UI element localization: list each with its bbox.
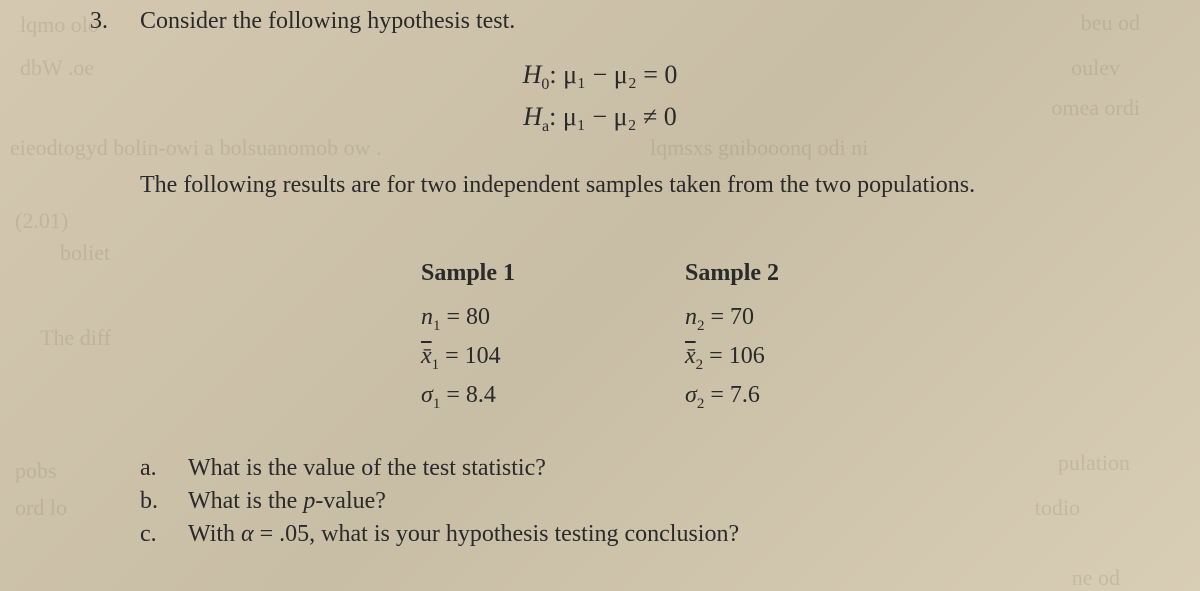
sample-1-sigma: σ1 = 8.4 — [421, 377, 515, 416]
question-number: 3. — [90, 8, 108, 35]
sample-1-column: Sample 1 n1 = 80 x̄1 = 104 σ1 = 8.4 — [421, 260, 515, 416]
ghost-text: lqmo olo — [20, 12, 99, 38]
question-parts: a. What is the value of the test statist… — [140, 455, 739, 554]
n1-symbol: n — [421, 304, 433, 330]
sigma1-symbol: σ — [421, 382, 433, 408]
n2-sub: 2 — [697, 318, 705, 334]
alt-hypothesis: Ha: μ₁ − μ₂ ≠ 0 — [0, 97, 1200, 139]
sigma1-value: = 8.4 — [440, 382, 496, 408]
sample-1-mean: x̄1 = 104 — [421, 338, 515, 377]
samples-container: Sample 1 n1 = 80 x̄1 = 104 σ1 = 8.4 Samp… — [0, 260, 1200, 416]
n2-symbol: n — [685, 304, 697, 330]
question-stem: Consider the following hypothesis test. — [140, 8, 515, 35]
xbar2-value: = 106 — [703, 343, 765, 369]
xbar1-value: = 104 — [439, 343, 501, 369]
ghost-text: pobs — [15, 458, 57, 484]
xbar2-symbol: x̄ — [685, 343, 696, 369]
part-b-prefix: What is the — [188, 488, 303, 514]
ha-expression: : μ₁ − μ₂ ≠ 0 — [549, 102, 677, 131]
results-sentence: The following results are for two indepe… — [140, 172, 975, 199]
n2-value: = 70 — [705, 304, 755, 330]
part-b: b. What is the p-value? — [140, 488, 739, 515]
part-b-label: b. — [140, 488, 188, 515]
sample-2-column: Sample 2 n2 = 70 x̄2 = 106 σ2 = 7.6 — [685, 260, 779, 416]
part-a-text: What is the value of the test statistic? — [188, 455, 546, 482]
part-c-prefix: With — [188, 521, 241, 547]
ghost-text: pulation — [1058, 450, 1130, 476]
ghost-text: todio — [1035, 495, 1080, 521]
n1-value: = 80 — [440, 304, 490, 330]
sample-2-mean: x̄2 = 106 — [685, 338, 779, 377]
part-b-suffix: -value? — [315, 488, 386, 514]
part-c-suffix: = .05, what is your hypothesis testing c… — [254, 521, 739, 547]
h0-expression: : μ₁ − μ₂ = 0 — [549, 60, 677, 89]
sample-2-header: Sample 2 — [685, 260, 779, 287]
ghost-text: ne od — [1072, 565, 1120, 591]
sigma2-value: = 7.6 — [704, 382, 760, 408]
part-c-text: With α = .05, what is your hypothesis te… — [188, 521, 739, 548]
part-c: c. With α = .05, what is your hypothesis… — [140, 521, 739, 548]
sample-1-header: Sample 1 — [421, 260, 515, 287]
sample-1-n: n1 = 80 — [421, 299, 515, 338]
part-a-label: a. — [140, 455, 188, 482]
p-italic: p — [303, 488, 315, 514]
ghost-text: beu od — [1081, 10, 1140, 36]
part-b-text: What is the p-value? — [188, 488, 386, 515]
part-a: a. What is the value of the test statist… — [140, 455, 739, 482]
page: lqmo olo beu od dbW .oe oulev omea ordi … — [0, 0, 1200, 591]
null-hypothesis: H0: μ₁ − μ₂ = 0 — [0, 55, 1200, 97]
ghost-text: ord lo — [15, 495, 67, 521]
sample-2-n: n2 = 70 — [685, 299, 779, 338]
ha-symbol: H — [523, 102, 542, 131]
hypotheses-block: H0: μ₁ − μ₂ = 0 Ha: μ₁ − μ₂ ≠ 0 — [0, 55, 1200, 139]
xbar1-symbol: x̄ — [421, 343, 432, 369]
alpha-symbol: α — [241, 521, 254, 547]
part-c-label: c. — [140, 521, 188, 548]
h0-symbol: H — [523, 60, 542, 89]
sigma2-symbol: σ — [685, 382, 697, 408]
sample-2-sigma: σ2 = 7.6 — [685, 377, 779, 416]
ghost-text: (2.01) — [15, 208, 68, 234]
